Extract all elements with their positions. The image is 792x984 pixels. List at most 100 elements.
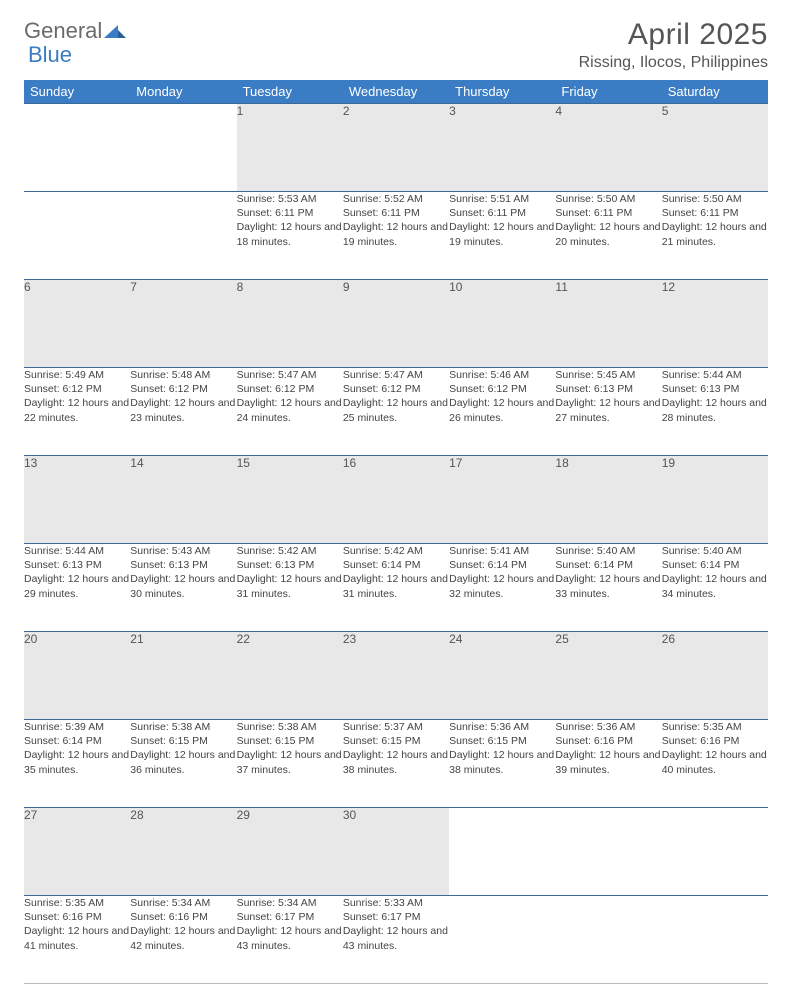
daylight-line: Daylight: 12 hours and 38 minutes.	[449, 748, 555, 776]
day-body-cell: Sunrise: 5:45 AMSunset: 6:13 PMDaylight:…	[555, 368, 661, 456]
weekday-header: Monday	[130, 80, 236, 104]
day-body-cell: Sunrise: 5:41 AMSunset: 6:14 PMDaylight:…	[449, 544, 555, 632]
daylight-line: Daylight: 12 hours and 37 minutes.	[237, 748, 343, 776]
sunrise-line: Sunrise: 5:36 AM	[555, 720, 661, 734]
sunset-line: Sunset: 6:11 PM	[237, 206, 343, 220]
day-body-cell: Sunrise: 5:40 AMSunset: 6:14 PMDaylight:…	[662, 544, 768, 632]
sunrise-line: Sunrise: 5:34 AM	[237, 896, 343, 910]
day-number-cell	[130, 104, 236, 192]
calendar-table: Sunday Monday Tuesday Wednesday Thursday…	[24, 80, 768, 984]
day-number-cell	[555, 808, 661, 896]
day-number-cell	[662, 808, 768, 896]
sunrise-line: Sunrise: 5:50 AM	[662, 192, 768, 206]
weekday-header: Tuesday	[237, 80, 343, 104]
sunset-line: Sunset: 6:11 PM	[555, 206, 661, 220]
day-body-row: Sunrise: 5:53 AMSunset: 6:11 PMDaylight:…	[24, 192, 768, 280]
day-number-cell: 9	[343, 280, 449, 368]
daylight-line: Daylight: 12 hours and 25 minutes.	[343, 396, 449, 424]
day-number-cell: 21	[130, 632, 236, 720]
sunrise-line: Sunrise: 5:45 AM	[555, 368, 661, 382]
day-body-cell: Sunrise: 5:53 AMSunset: 6:11 PMDaylight:…	[237, 192, 343, 280]
sunrise-line: Sunrise: 5:38 AM	[130, 720, 236, 734]
sunrise-line: Sunrise: 5:37 AM	[343, 720, 449, 734]
day-number-cell: 18	[555, 456, 661, 544]
day-body-cell: Sunrise: 5:51 AMSunset: 6:11 PMDaylight:…	[449, 192, 555, 280]
day-number-cell: 23	[343, 632, 449, 720]
sunrise-line: Sunrise: 5:40 AM	[662, 544, 768, 558]
logo: General	[24, 18, 126, 44]
day-number-cell: 27	[24, 808, 130, 896]
day-body-row: Sunrise: 5:35 AMSunset: 6:16 PMDaylight:…	[24, 896, 768, 984]
sunset-line: Sunset: 6:16 PM	[24, 910, 130, 924]
sunrise-line: Sunrise: 5:50 AM	[555, 192, 661, 206]
daylight-line: Daylight: 12 hours and 31 minutes.	[237, 572, 343, 600]
sunset-line: Sunset: 6:14 PM	[449, 558, 555, 572]
sunset-line: Sunset: 6:16 PM	[130, 910, 236, 924]
daylight-line: Daylight: 12 hours and 34 minutes.	[662, 572, 768, 600]
day-body-cell: Sunrise: 5:46 AMSunset: 6:12 PMDaylight:…	[449, 368, 555, 456]
sunset-line: Sunset: 6:13 PM	[555, 382, 661, 396]
daylight-line: Daylight: 12 hours and 40 minutes.	[662, 748, 768, 776]
sunrise-line: Sunrise: 5:39 AM	[24, 720, 130, 734]
sunrise-line: Sunrise: 5:43 AM	[130, 544, 236, 558]
day-body-cell: Sunrise: 5:37 AMSunset: 6:15 PMDaylight:…	[343, 720, 449, 808]
sunrise-line: Sunrise: 5:36 AM	[449, 720, 555, 734]
logo-text-blue: Blue	[28, 42, 72, 68]
weekday-header: Thursday	[449, 80, 555, 104]
day-body-row: Sunrise: 5:39 AMSunset: 6:14 PMDaylight:…	[24, 720, 768, 808]
sunset-line: Sunset: 6:13 PM	[24, 558, 130, 572]
sunset-line: Sunset: 6:12 PM	[237, 382, 343, 396]
sunset-line: Sunset: 6:15 PM	[449, 734, 555, 748]
day-number-cell: 28	[130, 808, 236, 896]
day-body-cell: Sunrise: 5:47 AMSunset: 6:12 PMDaylight:…	[237, 368, 343, 456]
day-number-cell: 3	[449, 104, 555, 192]
daylight-line: Daylight: 12 hours and 18 minutes.	[237, 220, 343, 248]
sunset-line: Sunset: 6:17 PM	[237, 910, 343, 924]
sunrise-line: Sunrise: 5:38 AM	[237, 720, 343, 734]
daylight-line: Daylight: 12 hours and 38 minutes.	[343, 748, 449, 776]
day-body-cell: Sunrise: 5:34 AMSunset: 6:17 PMDaylight:…	[237, 896, 343, 984]
day-number-cell: 5	[662, 104, 768, 192]
weekday-header: Sunday	[24, 80, 130, 104]
sunset-line: Sunset: 6:15 PM	[343, 734, 449, 748]
day-body-row: Sunrise: 5:44 AMSunset: 6:13 PMDaylight:…	[24, 544, 768, 632]
daynum-row: 13141516171819	[24, 456, 768, 544]
daylight-line: Daylight: 12 hours and 32 minutes.	[449, 572, 555, 600]
daylight-line: Daylight: 12 hours and 24 minutes.	[237, 396, 343, 424]
day-number-cell: 26	[662, 632, 768, 720]
day-body-cell	[662, 896, 768, 984]
daynum-row: 20212223242526	[24, 632, 768, 720]
daynum-row: 12345	[24, 104, 768, 192]
daylight-line: Daylight: 12 hours and 36 minutes.	[130, 748, 236, 776]
daylight-line: Daylight: 12 hours and 43 minutes.	[237, 924, 343, 952]
sunset-line: Sunset: 6:11 PM	[343, 206, 449, 220]
sunrise-line: Sunrise: 5:44 AM	[662, 368, 768, 382]
day-body-cell	[130, 192, 236, 280]
sunrise-line: Sunrise: 5:42 AM	[343, 544, 449, 558]
day-number-cell: 24	[449, 632, 555, 720]
day-number-cell: 10	[449, 280, 555, 368]
sunrise-line: Sunrise: 5:42 AM	[237, 544, 343, 558]
day-number-cell: 22	[237, 632, 343, 720]
day-body-cell: Sunrise: 5:42 AMSunset: 6:14 PMDaylight:…	[343, 544, 449, 632]
sunrise-line: Sunrise: 5:47 AM	[237, 368, 343, 382]
day-body-cell	[555, 896, 661, 984]
day-number-cell: 11	[555, 280, 661, 368]
daylight-line: Daylight: 12 hours and 19 minutes.	[449, 220, 555, 248]
sunset-line: Sunset: 6:14 PM	[555, 558, 661, 572]
month-title: April 2025	[579, 18, 768, 52]
daynum-row: 27282930	[24, 808, 768, 896]
sunrise-line: Sunrise: 5:33 AM	[343, 896, 449, 910]
weekday-header: Saturday	[662, 80, 768, 104]
daylight-line: Daylight: 12 hours and 23 minutes.	[130, 396, 236, 424]
sunset-line: Sunset: 6:14 PM	[662, 558, 768, 572]
sunset-line: Sunset: 6:11 PM	[662, 206, 768, 220]
day-number-cell: 13	[24, 456, 130, 544]
daynum-row: 6789101112	[24, 280, 768, 368]
day-number-cell: 17	[449, 456, 555, 544]
day-number-cell: 20	[24, 632, 130, 720]
day-body-cell: Sunrise: 5:36 AMSunset: 6:16 PMDaylight:…	[555, 720, 661, 808]
day-number-cell	[449, 808, 555, 896]
sunset-line: Sunset: 6:11 PM	[449, 206, 555, 220]
sunset-line: Sunset: 6:16 PM	[555, 734, 661, 748]
